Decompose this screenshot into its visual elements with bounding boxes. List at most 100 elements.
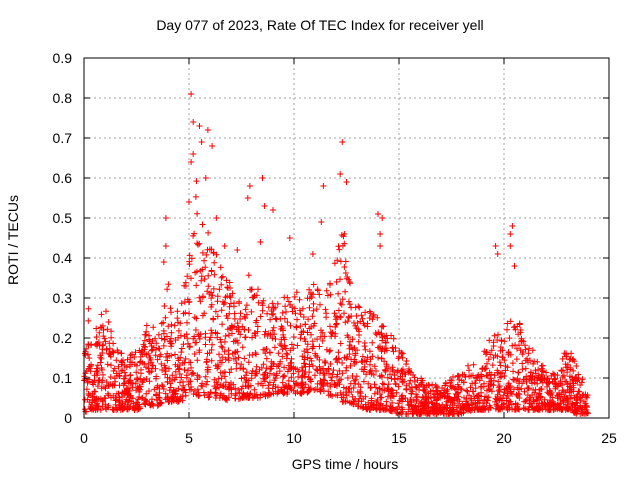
roti-point [499,395,506,402]
roti-point [261,331,268,338]
roti-point [174,308,181,315]
roti-point [198,273,205,280]
roti-point [289,304,296,311]
roti-point [178,374,185,381]
roti-point [395,355,402,362]
roti-point [272,336,279,342]
roti-point [494,391,501,398]
roti-point [217,264,224,271]
roti-point [89,399,96,406]
roti-point [367,356,374,363]
roti-point [279,309,286,316]
roti-point [269,335,276,342]
roti-point [194,210,201,217]
roti-point [318,327,324,334]
roti-point [327,383,334,390]
roti-point [136,347,143,354]
roti-point [93,402,100,409]
roti-point [306,386,313,393]
roti-point [388,375,395,382]
roti-point [278,336,285,343]
roti-point [226,303,233,310]
roti-point [375,211,381,217]
roti-point [234,337,240,344]
roti-point [162,390,169,397]
roti-point [510,386,517,393]
roti-point [339,139,346,145]
roti-point [242,372,249,379]
roti-point [199,249,206,256]
roti-point [243,302,250,309]
roti-point [540,368,546,375]
roti-point [88,342,94,349]
roti-point [341,264,348,270]
roti-point [300,328,307,335]
roti-point [192,327,199,333]
roti-point [495,405,502,412]
roti-point [337,314,344,321]
roti-point [274,300,281,307]
roti-point [395,383,402,390]
roti-point [389,345,396,352]
roti-point [564,381,571,388]
roti-point [340,384,347,391]
roti-point [90,379,97,386]
x-tick-label: 10 [286,430,302,446]
roti-point [564,361,571,368]
roti-point [186,344,193,351]
roti-point [305,316,312,323]
roti-point [239,344,246,351]
roti-point [360,320,367,327]
roti-point [550,402,557,409]
roti-point [121,362,128,369]
roti-point [346,301,353,308]
roti-point [368,397,375,404]
roti-point [316,343,323,350]
roti-point [310,300,317,307]
roti-point [308,294,315,301]
roti-point [435,409,442,416]
roti-point [443,410,450,417]
roti-point [267,366,274,373]
roti-point [203,251,210,258]
roti-point [110,406,117,413]
roti-point [454,391,461,397]
roti-point [238,361,245,368]
roti-point [160,342,167,349]
roti-point [210,285,217,292]
roti-point [370,313,377,320]
roti-point [506,398,513,405]
roti-point [253,363,260,370]
roti-point [504,326,510,333]
roti-point [527,369,534,376]
roti-point [127,372,134,378]
roti-point [329,377,335,384]
roti-point [342,270,349,276]
roti-point [306,361,313,368]
roti-point [470,399,477,406]
roti-point [525,385,532,392]
roti-point [242,315,249,322]
roti-point [576,395,583,402]
roti-point [321,377,328,384]
roti-point [507,231,514,237]
roti-point [328,333,335,340]
roti-point [226,310,233,317]
roti-point [350,384,357,391]
roti-point [509,342,516,349]
roti-point [161,336,168,343]
roti-point [460,379,467,386]
roti-point [157,351,164,358]
roti-point [267,331,274,338]
roti-point [278,386,285,393]
roti-point [355,403,361,409]
roti-point [390,348,397,355]
roti-point [212,395,219,401]
roti-point [327,391,334,398]
chart-title: Day 077 of 2023, Rate Of TEC Index for r… [156,17,484,33]
roti-point [554,395,561,402]
y-tick-label: 0.5 [53,210,73,226]
roti-point [578,379,585,386]
roti-point [478,383,485,390]
roti-point [408,390,415,397]
